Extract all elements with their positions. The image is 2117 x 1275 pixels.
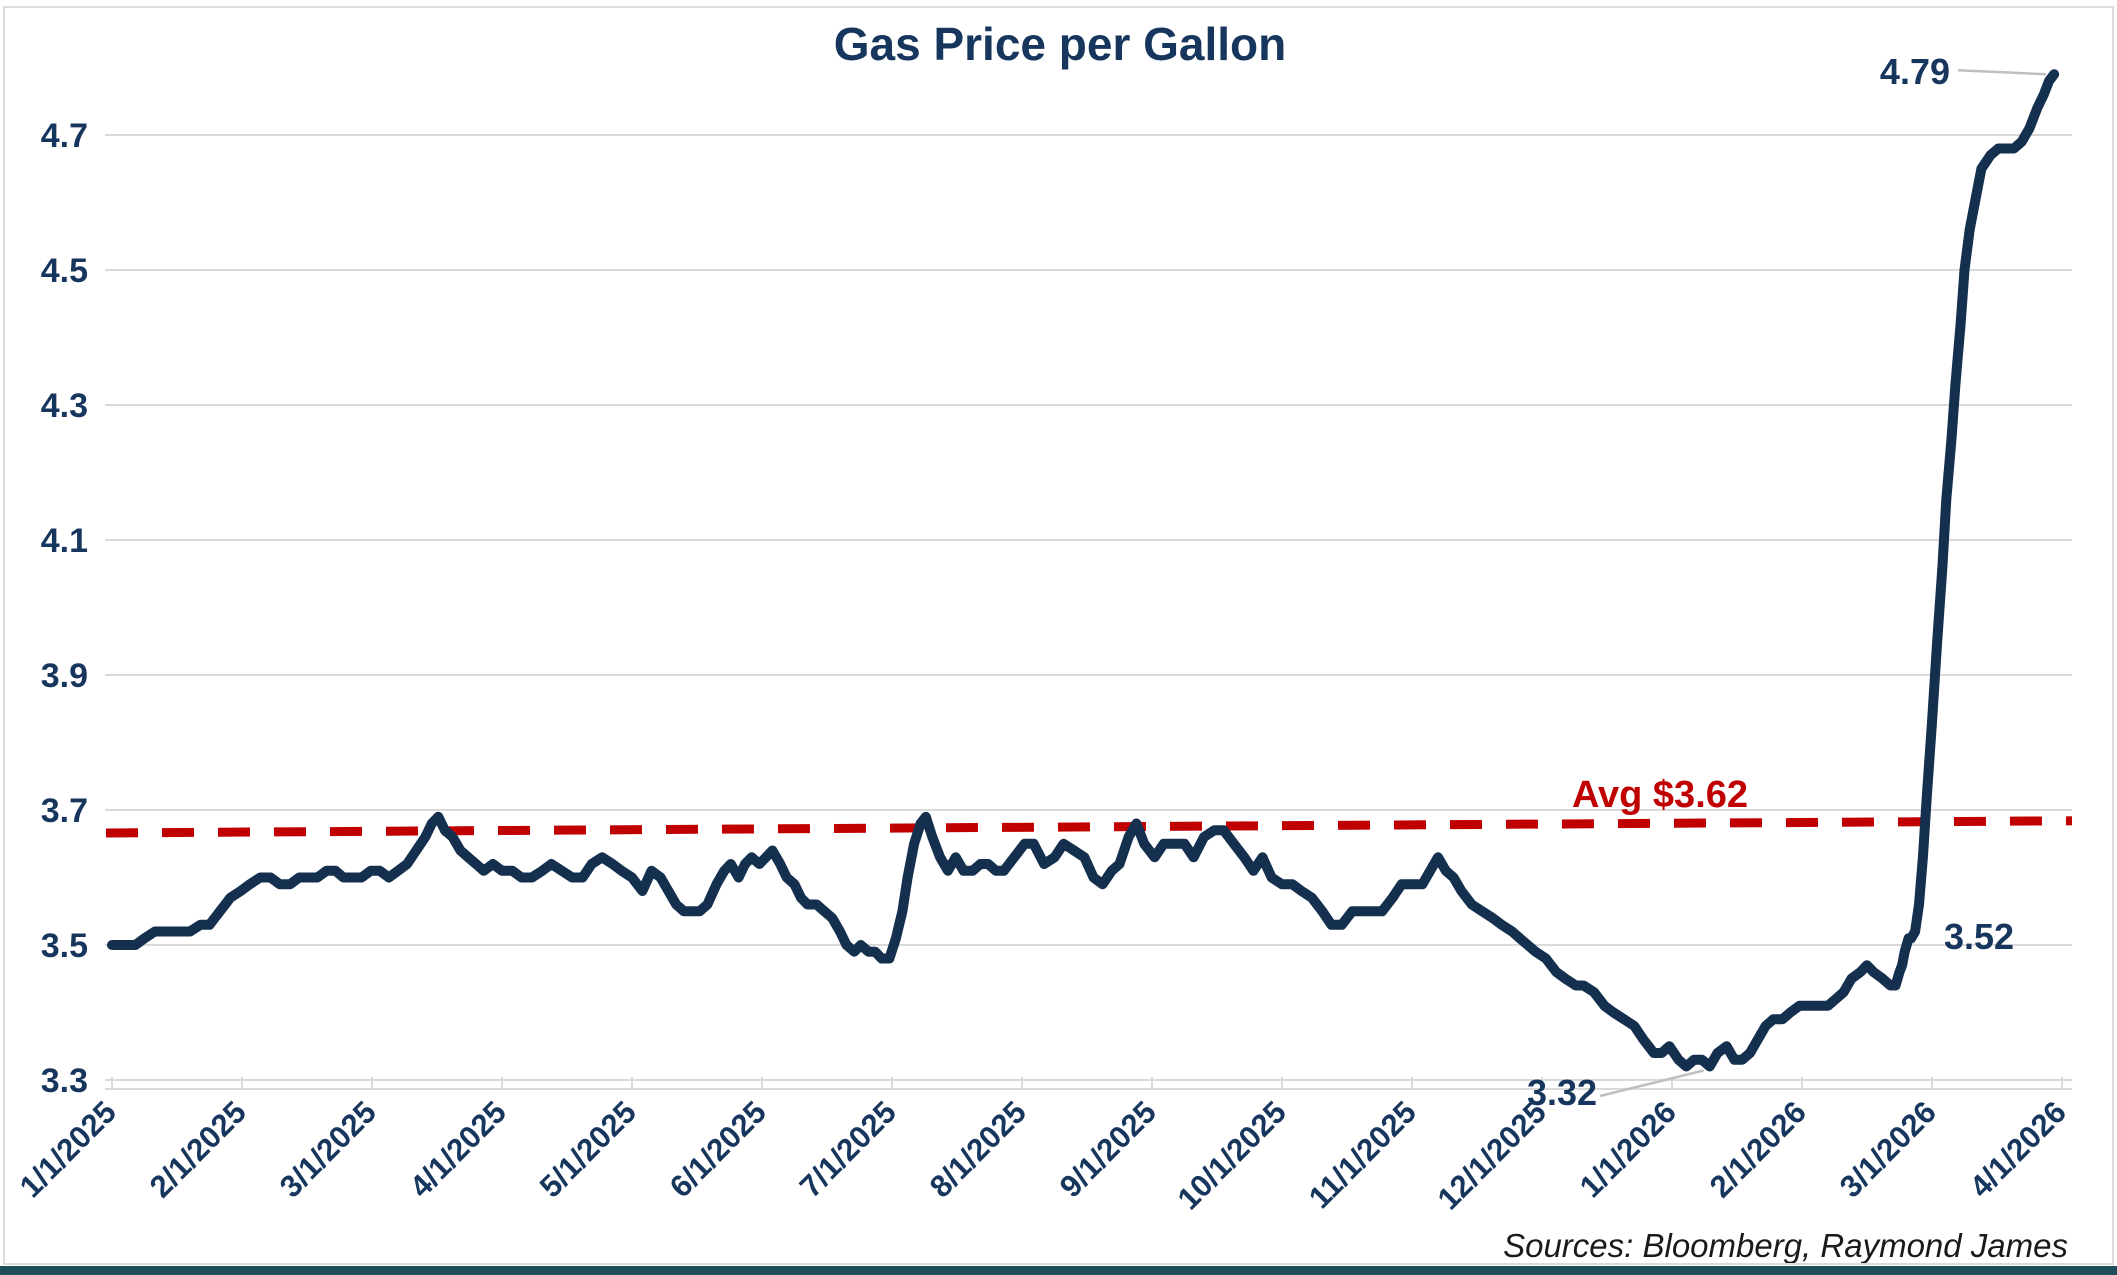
- leader-line-end-value: [1957, 69, 2047, 76]
- annotation-end-value: 4.79: [1880, 51, 1950, 92]
- y-axis-label: 4.7: [41, 117, 88, 155]
- x-axis-label: 3/1/2025: [273, 1094, 383, 1204]
- price-line-series: [107, 69, 2060, 1072]
- average-dashed-line: [105, 816, 2073, 838]
- x-axis-label: 5/1/2025: [533, 1094, 643, 1204]
- x-axis-label: 4/1/2026: [1963, 1094, 2073, 1204]
- x-axis-label: 9/1/2025: [1053, 1094, 1163, 1204]
- y-axis-label: 4.1: [41, 522, 88, 560]
- avg-line-label: Avg $3.62: [1572, 774, 1748, 816]
- x-axis-label: 2/1/2025: [143, 1094, 253, 1204]
- y-axis-label: 4.5: [41, 252, 88, 290]
- x-axis-label: 3/1/2026: [1833, 1094, 1943, 1204]
- bottom-edge-strip: [0, 1266, 2117, 1275]
- x-axis-label: 10/1/2025: [1171, 1094, 1293, 1216]
- annotation-prespike-value: 3.52: [1944, 916, 2014, 957]
- x-axis-label: 8/1/2025: [923, 1094, 1033, 1204]
- y-axis-label: 3.5: [41, 927, 88, 965]
- y-axis-label: 3.3: [41, 1062, 88, 1100]
- x-axis-label: 7/1/2025: [793, 1094, 903, 1204]
- annotation-min-value: 3.32: [1527, 1072, 1597, 1113]
- source-note: Sources: Bloomberg, Raymond James: [1503, 1227, 2068, 1264]
- chart-title: Gas Price per Gallon: [834, 18, 1287, 70]
- x-axis-label: 6/1/2025: [663, 1094, 773, 1204]
- y-axis-label: 3.7: [41, 792, 88, 830]
- y-axis-label: 3.9: [41, 657, 88, 695]
- x-axis-label: 4/1/2025: [403, 1094, 513, 1204]
- x-axis-label: 2/1/2026: [1703, 1094, 1813, 1204]
- x-axis-label: 11/1/2025: [1302, 1094, 1423, 1215]
- chart-layers: 3.3 3.5 3.7 3.9 4.1 4.3 4.5 4.7 1/1/2025 2/1/2025…: [13, 69, 2073, 1216]
- leader-line-min-value: [1599, 1069, 1704, 1098]
- y-axis-label: 4.3: [41, 387, 88, 425]
- x-axis-label: 1/1/2025: [13, 1094, 123, 1204]
